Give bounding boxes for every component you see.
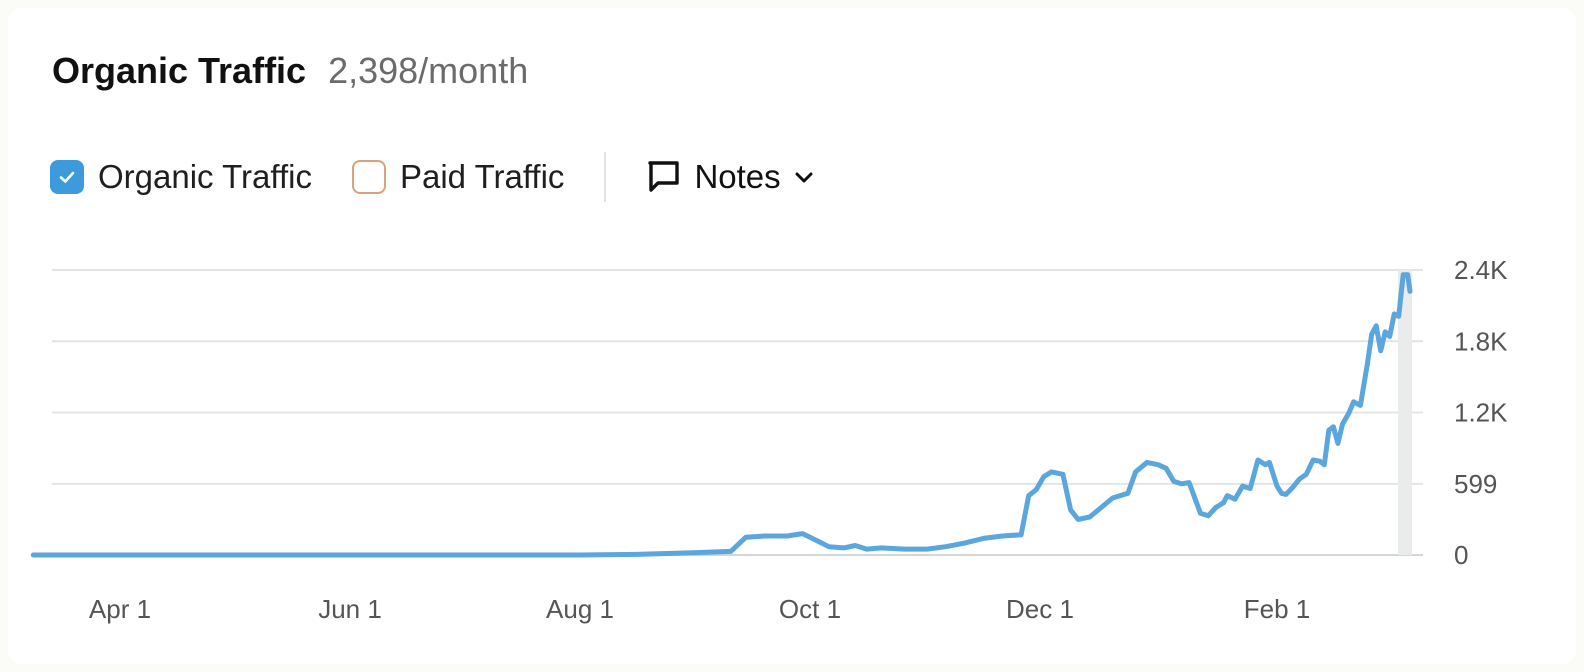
series-layer xyxy=(30,272,1413,558)
organic-traffic-checkbox[interactable] xyxy=(50,160,84,194)
y-tick-label: 2.4K xyxy=(1454,255,1508,285)
x-tick-label: Jun 1 xyxy=(318,594,382,624)
grid-lines xyxy=(52,269,1423,556)
chart-header: Organic Traffic 2,398/month xyxy=(52,50,528,92)
paid-traffic-label: Paid Traffic xyxy=(399,158,565,195)
current-period-highlight xyxy=(1398,270,1412,555)
x-tick-label: Dec 1 xyxy=(1006,594,1074,624)
organic-traffic-label: Organic Traffic xyxy=(98,158,312,195)
legend-divider xyxy=(604,152,607,202)
x-axis: Apr 1 Jun 1 Aug 1 Oct 1 Dec 1 Feb 1 xyxy=(89,594,1310,624)
speech-bubble-icon xyxy=(648,161,680,192)
notes-dropdown[interactable]: Notes xyxy=(646,158,814,196)
paid-traffic-checkbox[interactable] xyxy=(351,160,386,194)
x-tick-label: Aug 1 xyxy=(546,594,614,624)
y-axis: 0 599 1.2K 1.8K 2.4K xyxy=(1454,255,1508,570)
legend-bar: Organic Traffic Paid Traffic Notes xyxy=(50,152,815,202)
chart-title: Organic Traffic xyxy=(52,50,307,91)
organic-traffic-toggle[interactable]: Organic Traffic xyxy=(50,158,312,196)
chevron-down-icon xyxy=(795,172,813,183)
x-tick-label: Apr 1 xyxy=(89,594,151,624)
traffic-value: 2,398/month xyxy=(328,50,529,91)
x-tick-label: Oct 1 xyxy=(779,594,841,624)
y-tick-label: 599 xyxy=(1454,469,1497,499)
series-line-organic-traffic xyxy=(30,272,1413,558)
checkmark-icon xyxy=(59,171,75,183)
y-tick-label: 0 xyxy=(1454,540,1468,570)
notes-label: Notes xyxy=(694,158,781,195)
y-tick-label: 1.2K xyxy=(1454,398,1508,428)
y-tick-label: 1.8K xyxy=(1454,326,1508,356)
paid-traffic-toggle[interactable]: Paid Traffic xyxy=(351,158,565,196)
x-tick-label: Feb 1 xyxy=(1244,594,1311,624)
